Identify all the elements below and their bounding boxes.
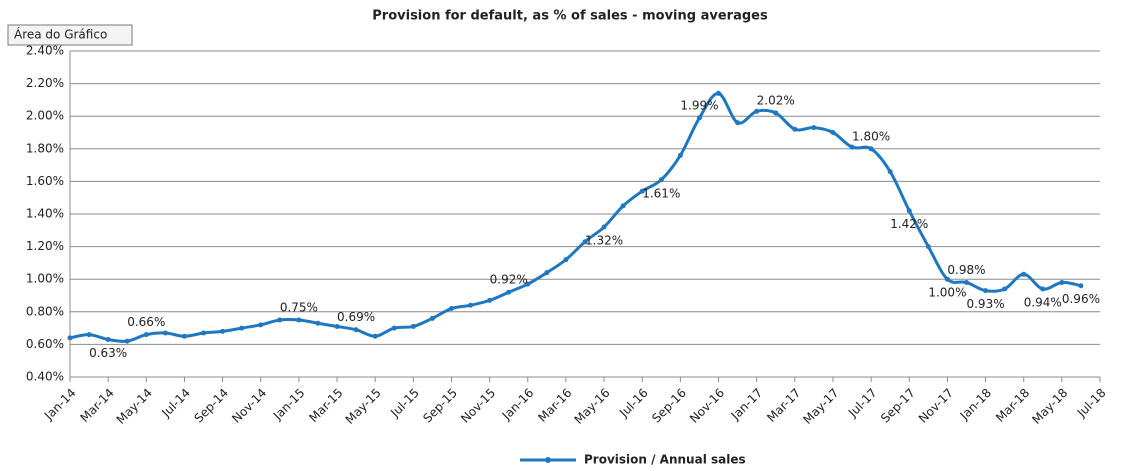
data-point xyxy=(410,323,416,329)
y-tick-label: 0.40% xyxy=(26,370,64,384)
data-point xyxy=(525,281,531,287)
data-point xyxy=(716,90,722,96)
data-point xyxy=(830,130,836,135)
data-label: 0.93% xyxy=(966,297,1004,311)
data-point xyxy=(658,177,664,183)
data-label: 0.75% xyxy=(280,300,318,314)
data-label: 1.32% xyxy=(585,234,623,248)
data-point xyxy=(944,276,950,282)
data-point xyxy=(258,322,264,328)
chart-title: Provision for default, as % of sales - m… xyxy=(372,9,768,24)
data-point xyxy=(124,338,130,344)
data-point xyxy=(601,224,607,230)
y-tick-label: 2.20% xyxy=(26,76,64,90)
data-point xyxy=(925,244,931,250)
data-label: 0.96% xyxy=(1062,292,1100,306)
data-label: 1.42% xyxy=(890,217,928,231)
y-tick-label: 1.20% xyxy=(26,239,64,253)
y-tick-label: 1.80% xyxy=(26,141,64,155)
data-point xyxy=(67,335,73,341)
data-point xyxy=(448,306,454,312)
y-tick-label: 1.00% xyxy=(26,272,64,286)
data-point xyxy=(143,332,149,338)
data-label: 1.80% xyxy=(852,129,890,143)
tooltip: Área do Gráfico xyxy=(14,27,107,42)
data-point xyxy=(487,297,493,303)
data-point xyxy=(429,315,435,321)
data-point xyxy=(868,146,874,152)
data-point xyxy=(353,327,359,333)
data-label: 1.00% xyxy=(928,286,966,300)
data-label: 1.99% xyxy=(680,98,718,112)
legend-label: Provision / Annual sales xyxy=(584,453,746,467)
data-point xyxy=(468,302,474,308)
data-point xyxy=(735,120,741,126)
data-point xyxy=(1059,279,1065,285)
data-label: 0.69% xyxy=(337,310,375,324)
data-point xyxy=(544,270,550,276)
y-tick-label: 1.40% xyxy=(26,207,64,221)
y-tick-label: 2.00% xyxy=(26,109,64,123)
data-point xyxy=(773,110,779,116)
data-label: 2.02% xyxy=(757,93,795,107)
data-point xyxy=(220,328,226,334)
data-point xyxy=(105,337,111,343)
data-label: 0.98% xyxy=(947,263,985,277)
data-point xyxy=(620,203,626,209)
data-point xyxy=(372,333,378,339)
data-point xyxy=(181,333,187,339)
data-point xyxy=(239,325,245,331)
data-point xyxy=(582,239,588,245)
data-point xyxy=(277,317,283,323)
y-tick-label: 0.60% xyxy=(26,337,64,351)
data-point xyxy=(983,288,989,294)
data-point xyxy=(1040,286,1046,292)
data-point xyxy=(792,126,798,132)
data-label: 0.92% xyxy=(490,273,528,287)
data-point xyxy=(506,289,512,295)
data-point xyxy=(811,125,817,131)
y-tick-label: 2.40% xyxy=(26,44,64,58)
data-point xyxy=(391,325,397,331)
data-point xyxy=(1021,271,1027,277)
data-point xyxy=(696,115,702,121)
y-tick-label: 1.60% xyxy=(26,174,64,188)
data-point xyxy=(1002,286,1008,292)
data-point xyxy=(162,330,168,336)
data-point xyxy=(906,208,912,214)
data-label: 0.66% xyxy=(127,315,165,329)
data-point xyxy=(201,330,207,336)
data-point xyxy=(887,169,893,175)
data-point xyxy=(754,108,760,114)
data-label: 1.61% xyxy=(642,186,680,200)
data-point xyxy=(334,323,340,329)
data-point xyxy=(86,332,92,338)
tooltip-box xyxy=(7,24,133,46)
data-point xyxy=(677,152,683,158)
data-point xyxy=(315,320,321,326)
data-point xyxy=(963,279,969,285)
data-point xyxy=(296,317,302,323)
y-tick-label: 0.80% xyxy=(26,304,64,318)
data-point xyxy=(639,188,645,194)
legend-marker xyxy=(545,457,551,463)
data-label: 0.94% xyxy=(1024,295,1062,309)
data-point xyxy=(1078,283,1084,289)
data-label: 0.63% xyxy=(89,346,127,360)
data-point xyxy=(563,257,569,263)
data-point xyxy=(849,144,855,150)
